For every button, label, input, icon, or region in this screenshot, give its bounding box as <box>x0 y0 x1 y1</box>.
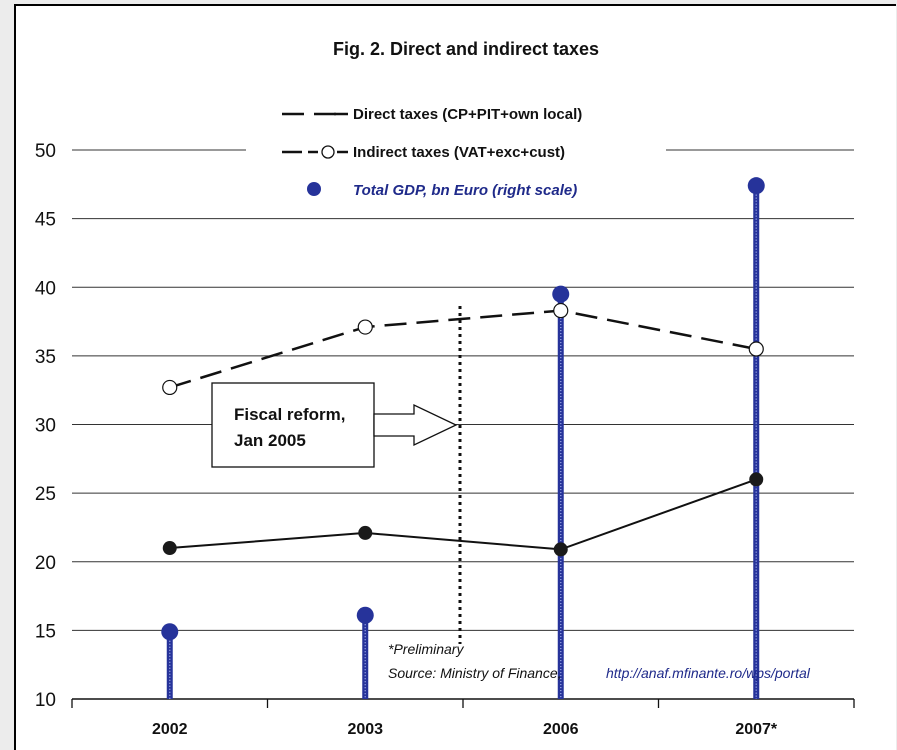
x-axis <box>71 698 855 708</box>
indirect-point <box>357 319 373 335</box>
fiscal-reform-callout: Fiscal reform, Jan 2005 <box>211 382 458 468</box>
chart-title: Fig. 2. Direct and indirect taxes <box>333 39 599 59</box>
gdp-point <box>747 177 765 195</box>
note-source: Source: Ministry of Finance, <box>388 665 562 681</box>
direct-point <box>553 542 568 557</box>
gdp-point <box>552 285 570 303</box>
indirect-line <box>169 309 757 389</box>
legend-label-indirect: Indirect taxes (VAT+exc+cust) <box>353 144 565 161</box>
y-axis-ticks: 10 15 20 25 30 35 40 45 50 <box>35 141 56 711</box>
indirect-point <box>553 302 569 319</box>
y-tick-label: 50 <box>35 141 56 162</box>
legend-label-direct: Direct taxes (CP+PIT+own local) <box>353 106 582 123</box>
chart-frame: Fig. 2. Direct and indirect taxes 10 15 20… <box>14 4 896 750</box>
callout-box <box>211 382 375 468</box>
x-tick-label: 2002 <box>152 721 188 738</box>
gdp-stems <box>166 185 760 699</box>
x-axis-tick-labels: 2002 2003 2006 2007* <box>152 721 778 738</box>
direct-point <box>358 525 373 540</box>
direct-point <box>749 472 764 487</box>
direct-point <box>162 541 177 556</box>
legend: Direct taxes (CP+PIT+own local) Indirect… <box>246 98 666 199</box>
y-tick-label: 25 <box>35 484 56 505</box>
series-gdp-points <box>161 177 765 641</box>
x-tick-label: 2003 <box>347 721 383 738</box>
series-indirect <box>162 302 764 396</box>
direct-line <box>169 478 757 551</box>
x-tick-label: 2006 <box>543 721 579 738</box>
y-tick-label: 15 <box>35 621 56 642</box>
gdp-point <box>356 606 374 624</box>
legend-item-indirect: Indirect taxes (VAT+exc+cust) <box>282 144 565 161</box>
y-tick-label: 40 <box>35 278 56 299</box>
note-source-link[interactable]: http://anaf.mfinante.ro/wps/portal <box>606 665 811 681</box>
note-preliminary: *Preliminary <box>388 641 464 657</box>
legend-label-gdp: Total GDP, bn Euro (right scale) <box>353 182 577 199</box>
y-tick-label: 45 <box>35 210 56 231</box>
legend-item-direct: Direct taxes (CP+PIT+own local) <box>282 106 582 123</box>
tax-chart: Fig. 2. Direct and indirect taxes 10 15 20… <box>35 39 855 738</box>
series-direct <box>162 472 764 557</box>
x-tick-label: 2007* <box>735 721 778 738</box>
y-tick-label: 35 <box>35 347 56 368</box>
callout-line-2: Jan 2005 <box>234 431 306 450</box>
gridlines <box>72 149 854 631</box>
legend-marker-indirect <box>321 145 335 159</box>
legend-item-gdp: Total GDP, bn Euro (right scale) <box>307 182 577 199</box>
callout-arrow <box>373 403 458 447</box>
y-tick-label: 20 <box>35 553 56 574</box>
gdp-point <box>161 623 179 641</box>
y-tick-label: 10 <box>35 690 56 711</box>
indirect-point <box>162 379 178 396</box>
indirect-point <box>748 341 764 357</box>
y-tick-label: 30 <box>35 416 56 437</box>
legend-marker-gdp <box>307 182 321 196</box>
callout-line-1: Fiscal reform, <box>234 405 346 424</box>
